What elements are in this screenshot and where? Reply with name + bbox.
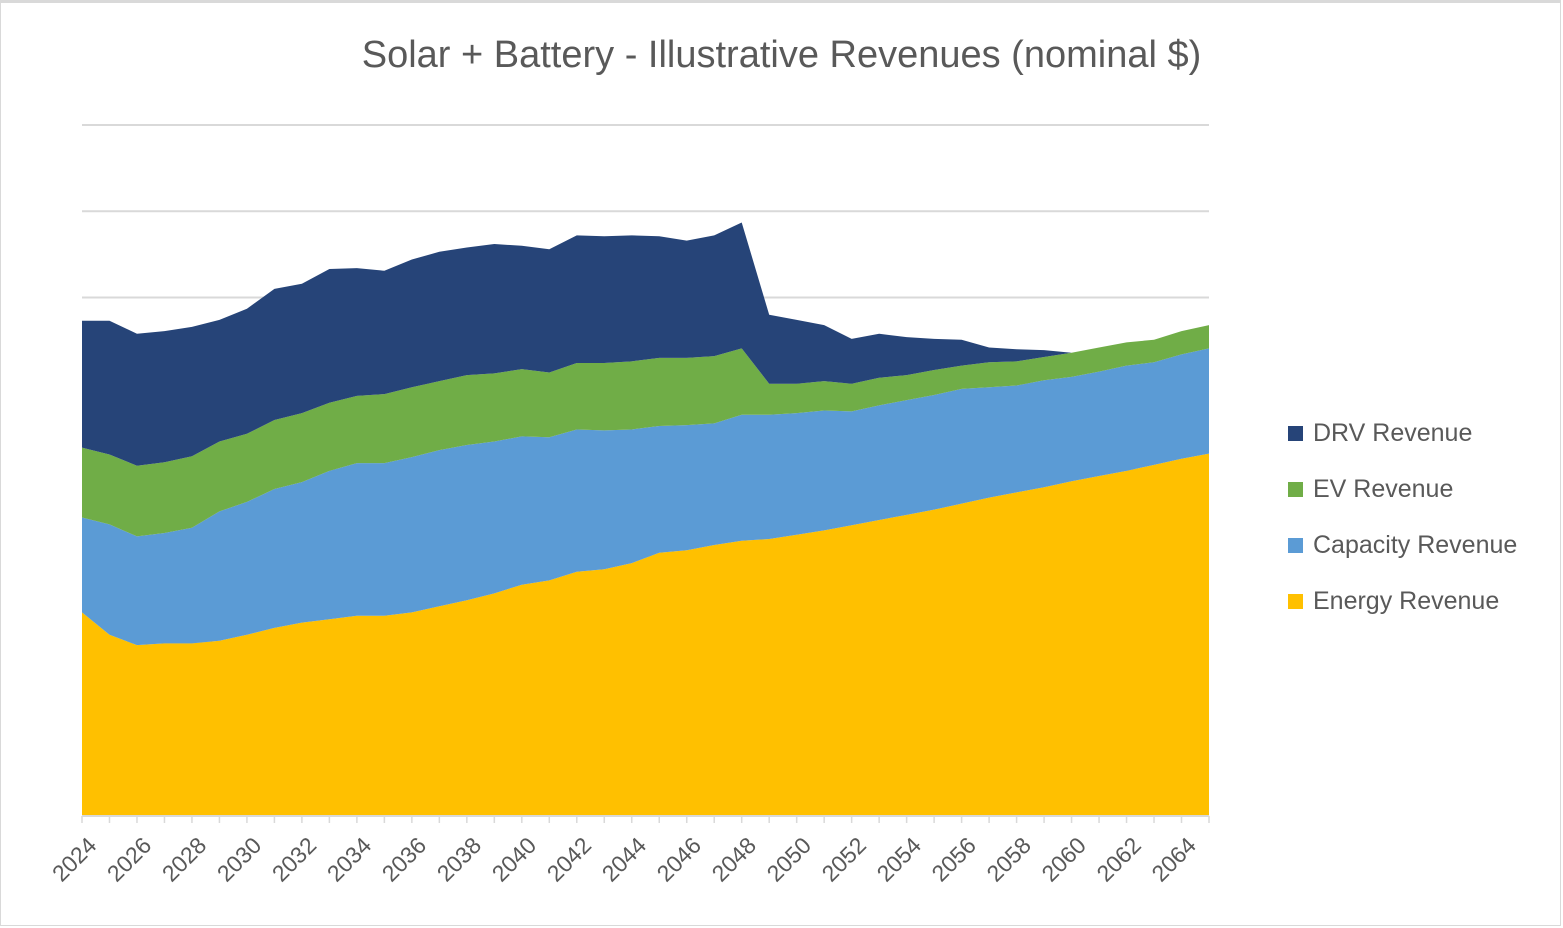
x-axis (81, 815, 1210, 823)
x-tick-label: 2052 (817, 832, 872, 887)
legend-label: DRV Revenue (1313, 418, 1473, 447)
legend-label: Capacity Revenue (1313, 530, 1518, 559)
x-tick-label: 2024 (47, 832, 102, 887)
legend-swatch (1288, 537, 1303, 553)
x-tick-label: 2040 (487, 832, 542, 887)
x-tick-label: 2038 (432, 832, 487, 887)
area-energy-revenue (82, 453, 1209, 815)
area-capacity-revenue (82, 348, 1209, 646)
x-tick-label: 2030 (212, 832, 267, 887)
x-tick-label: 2034 (322, 832, 377, 887)
area-drv-revenue (82, 222, 1209, 466)
legend-swatch (1288, 425, 1303, 441)
x-tick-label: 2026 (102, 832, 157, 887)
x-tick-label: 2046 (652, 832, 707, 887)
x-tick-label: 2050 (762, 832, 817, 887)
legend-item-drv-revenue: DRV Revenue (1288, 405, 1517, 461)
x-tick-label: 2028 (157, 832, 212, 887)
legend-label: Energy Revenue (1313, 586, 1500, 615)
x-tick-label: 2044 (597, 832, 652, 887)
area-ev-revenue (82, 325, 1209, 537)
x-tick-label: 2060 (1036, 832, 1091, 887)
x-tick-label: 2048 (707, 832, 762, 887)
x-tick-label: 2032 (267, 832, 322, 887)
legend-label: EV Revenue (1313, 474, 1454, 503)
x-tick-label: 2058 (981, 832, 1036, 887)
x-tick-labels: 2024 2026 2028 2030 2032 2034 2036 2038 2040 2042… (47, 832, 1201, 887)
x-tick-label: 2054 (871, 832, 926, 887)
legend-swatch (1288, 593, 1303, 609)
legend: DRV Revenue EV Revenue Capacity Revenue Ene… (1288, 405, 1517, 629)
legend-item-energy-revenue: Energy Revenue (1288, 573, 1517, 629)
area-series (82, 222, 1209, 815)
legend-item-ev-revenue: EV Revenue (1288, 461, 1517, 517)
x-tick-label: 2056 (926, 832, 981, 887)
x-tick-label: 2042 (542, 832, 597, 887)
x-tick-label: 2064 (1146, 832, 1201, 887)
legend-swatch (1288, 481, 1303, 497)
legend-item-capacity-revenue: Capacity Revenue (1288, 517, 1517, 573)
x-tick-label: 2036 (377, 832, 432, 887)
x-tick-label: 2062 (1091, 832, 1146, 887)
chart-title: Solar + Battery - Illustrative Revenues … (361, 34, 1202, 76)
